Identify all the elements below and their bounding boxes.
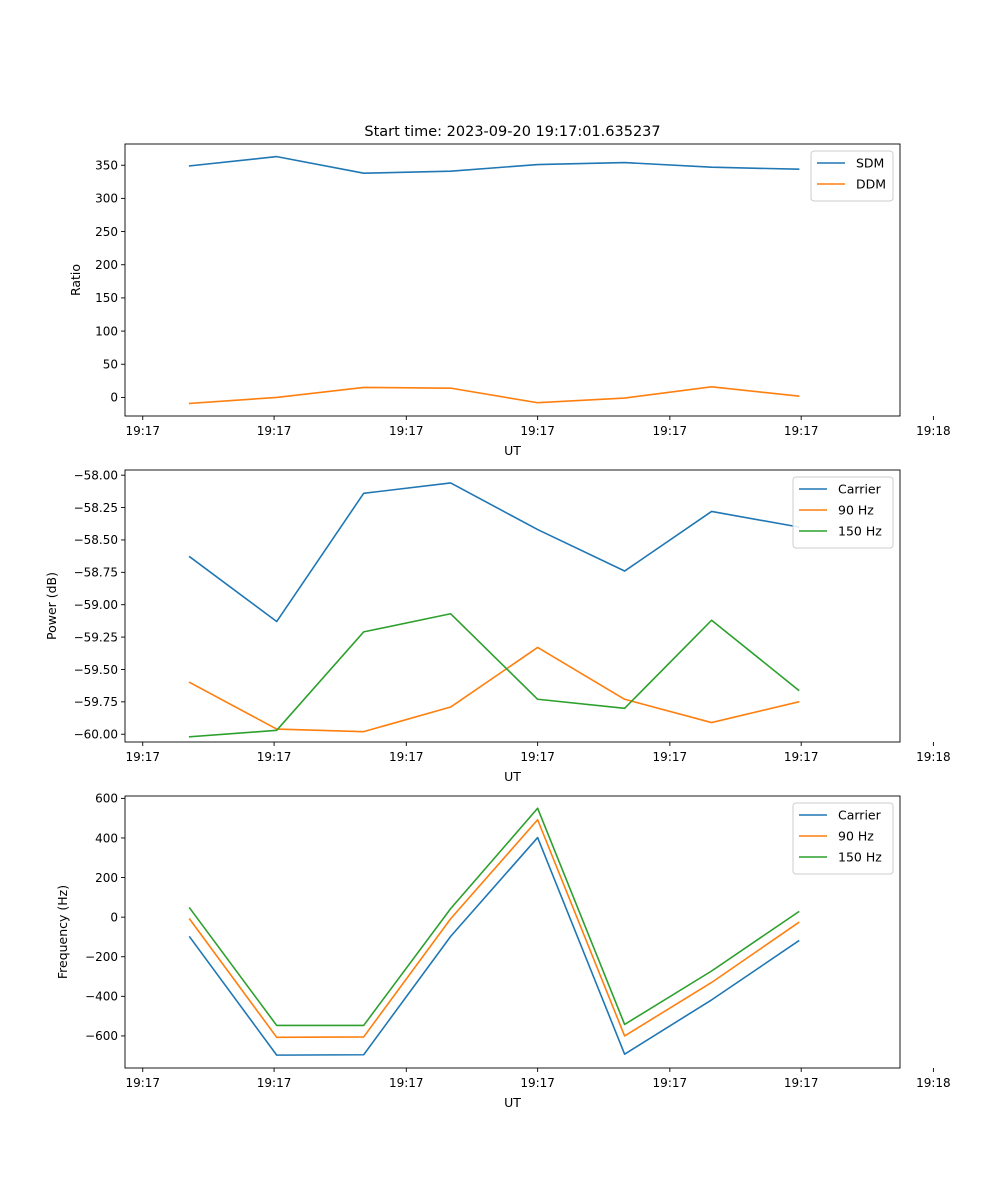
x-tick-label: 19:17 — [389, 750, 424, 764]
legend-label: 150 Hz — [838, 524, 882, 539]
x-tick-label: 19:17 — [653, 424, 688, 438]
y-tick-label: 0 — [110, 910, 118, 924]
x-tick-label: 19:18 — [916, 750, 951, 764]
y-tick-label: 0 — [110, 391, 118, 405]
x-tick-label: 19:17 — [257, 424, 292, 438]
axes-frame — [124, 143, 901, 417]
x-tick-label: 19:17 — [257, 1076, 292, 1090]
x-tick-label: 19:17 — [653, 750, 688, 764]
x-tick-label: 19:17 — [389, 424, 424, 438]
y-tick-label: 150 — [95, 291, 118, 305]
series-line-ddm — [188, 386, 800, 405]
y-tick-label: −59.50 — [74, 663, 118, 677]
x-tick-label: 19:17 — [520, 1076, 555, 1090]
legend: Carrier 90 Hz 150 Hz — [792, 802, 894, 875]
y-tick-label: 250 — [95, 225, 118, 239]
series-line-sdm — [188, 155, 800, 174]
y-tick-label: −600 — [85, 1029, 118, 1043]
x-tick-label: 19:17 — [257, 750, 292, 764]
series-line-150-hz — [188, 807, 800, 1027]
y-tick-label: −58.00 — [74, 468, 118, 482]
legend: SDM DDM — [810, 150, 894, 202]
x-tick-label: 19:17 — [784, 750, 819, 764]
y-tick-label: 300 — [95, 192, 118, 206]
x-tick-label: 19:17 — [125, 1076, 160, 1090]
x-tick-label: 19:17 — [653, 1076, 688, 1090]
y-axis-label: Ratio — [68, 264, 83, 296]
y-tick-label: −400 — [85, 990, 118, 1004]
legend-label: 90 Hz — [838, 503, 874, 518]
y-tick-label: 600 — [95, 792, 118, 806]
x-axis-label: UT — [504, 769, 521, 784]
x-tick-label: 19:17 — [125, 750, 160, 764]
chart-title: Start time: 2023-09-20 19:17:01.635237 — [364, 124, 660, 140]
y-tick-label: −59.25 — [74, 630, 118, 644]
x-tick-label: 19:18 — [916, 1076, 951, 1090]
series-line-150-hz — [188, 612, 800, 738]
y-axis-label: Frequency (Hz) — [55, 885, 70, 979]
legend-label: 150 Hz — [838, 850, 882, 865]
x-tick-label: 19:17 — [389, 1076, 424, 1090]
y-tick-label: −59.00 — [74, 598, 118, 612]
x-tick-label: 19:17 — [784, 1076, 819, 1090]
y-axis-label: Power (dB) — [44, 572, 59, 640]
x-axis-label: UT — [504, 1095, 521, 1110]
chart-panel-1: Start time: 2023-09-20 19:17:01.635237 19… — [68, 124, 951, 458]
axes-frame — [124, 795, 901, 1069]
y-tick-label: 50 — [103, 358, 118, 372]
x-tick-label: 19:17 — [520, 750, 555, 764]
x-tick-label: 19:18 — [916, 424, 951, 438]
legend-label: Carrier — [838, 482, 882, 497]
series-line-carrier — [188, 482, 800, 623]
y-tick-label: 400 — [95, 831, 118, 845]
y-tick-label: −58.50 — [74, 533, 118, 547]
x-tick-label: 19:17 — [784, 424, 819, 438]
legend-label: DDM — [856, 177, 886, 192]
y-tick-label: 200 — [95, 258, 118, 272]
series-line-90-hz — [188, 818, 800, 1039]
y-tick-label: −60.00 — [74, 728, 118, 742]
legend-label: SDM — [856, 156, 884, 171]
y-tick-label: −59.75 — [74, 695, 118, 709]
series-line-carrier — [188, 836, 800, 1056]
legend: Carrier 90 Hz 150 Hz — [792, 476, 894, 549]
x-tick-label: 19:17 — [125, 424, 160, 438]
y-tick-label: −58.75 — [74, 566, 118, 580]
x-tick-label: 19:17 — [520, 424, 555, 438]
y-tick-label: −58.25 — [74, 501, 118, 515]
series-line-90-hz — [188, 646, 800, 733]
x-axis-label: UT — [504, 443, 521, 458]
y-tick-label: 350 — [95, 159, 118, 173]
y-tick-label: 100 — [95, 324, 118, 338]
legend-label: Carrier — [838, 808, 882, 823]
y-tick-label: 200 — [95, 871, 118, 885]
axes-frame — [124, 469, 901, 743]
legend-label: 90 Hz — [838, 829, 874, 844]
chart-panel-3: 19:17 19:17 19:17 19:17 19:17 19:17 19:18 −600 −… — [55, 792, 951, 1110]
y-tick-label: −200 — [85, 950, 118, 964]
chart-panel-2: 19:17 19:17 19:17 19:17 19:17 19:17 19:18 −60.0… — [44, 468, 951, 784]
